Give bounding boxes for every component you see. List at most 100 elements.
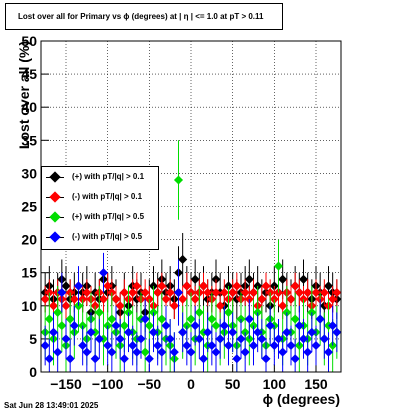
data-point-series-3 <box>253 327 263 337</box>
data-point-series-3 <box>173 288 184 298</box>
y-tick-label: 0 <box>29 364 37 380</box>
data-point-series-1 <box>161 294 171 304</box>
data-point-series-3 <box>136 334 146 344</box>
legend-label: (-) with pT/|q| > 0.5 <box>72 232 143 241</box>
legend-label: (+) with pT/|q| > 0.5 <box>72 212 145 221</box>
data-point-series-3 <box>240 347 250 357</box>
legend-label: (-) with pT/|q| > 0.1 <box>72 192 143 201</box>
x-axis-label: ϕ (degrees) <box>262 391 340 407</box>
data-point-series-2 <box>173 175 184 185</box>
x-tick-label: 100 <box>263 376 287 392</box>
data-point-series-0 <box>190 274 200 284</box>
data-point-series-1 <box>198 281 209 291</box>
y-axis-label: Lost over all (%) <box>16 40 32 150</box>
data-point-series-1 <box>98 294 109 304</box>
data-point-series-3 <box>248 340 259 351</box>
legend-entry-minus-05: (-) with pT/|q| > 0.5 <box>42 228 158 248</box>
data-point-series-2 <box>140 347 150 357</box>
data-point-series-1 <box>69 294 79 304</box>
data-point-series-2 <box>211 321 221 331</box>
y-tick-label: 15 <box>21 265 37 281</box>
y-tick-label: 50 <box>21 33 37 49</box>
data-point-series-1 <box>48 301 59 311</box>
data-point-series-1 <box>232 281 242 291</box>
data-point-series-3 <box>178 327 188 337</box>
y-tick-label: 25 <box>21 199 37 215</box>
data-point-series-3 <box>198 354 209 364</box>
data-point-series-3 <box>140 314 150 324</box>
data-point-series-3 <box>119 354 129 364</box>
timestamp: Sat Jun 28 13:49:01 2025 <box>4 401 99 410</box>
data-point-series-1 <box>61 301 71 311</box>
data-point-series-3 <box>144 354 154 364</box>
data-point-series-1 <box>132 281 142 291</box>
data-point-series-3 <box>82 347 92 357</box>
x-tick-label: 0 <box>187 376 195 392</box>
data-point-series-3 <box>223 340 234 351</box>
data-point-series-1 <box>165 288 175 298</box>
data-point-series-1 <box>40 294 50 304</box>
data-point-series-1 <box>182 281 192 291</box>
legend-label: (+) with pT/|q| > 0.1 <box>72 172 145 181</box>
data-point-series-3 <box>103 340 113 351</box>
data-point-series-3 <box>148 327 159 337</box>
data-point-series-3 <box>219 321 229 331</box>
data-point-series-3 <box>186 347 196 357</box>
data-point-series-3 <box>107 347 117 357</box>
data-point-series-1 <box>203 288 213 298</box>
plot-title-box: Lost over all for Primary vs ϕ (degrees)… <box>5 3 283 30</box>
legend-entry-minus-01: (-) with pT/|q| > 0.1 <box>42 188 158 208</box>
data-point-series-1 <box>153 288 163 298</box>
data-point-series-2 <box>157 314 167 324</box>
data-point-series-2 <box>94 307 104 317</box>
data-point-series-3 <box>244 314 254 324</box>
legend-marker-green <box>49 211 61 223</box>
legend-marker-blue <box>49 231 61 243</box>
data-point-series-1 <box>140 288 150 298</box>
data-point-series-1 <box>119 288 129 298</box>
x-tick-label: 150 <box>304 376 328 392</box>
data-point-series-3 <box>207 340 217 351</box>
data-point-series-2 <box>223 307 234 317</box>
data-point-series-1 <box>248 288 259 298</box>
data-point-series-3 <box>190 321 200 331</box>
data-point-series-3 <box>182 340 192 351</box>
data-point-series-3 <box>169 347 179 357</box>
y-tick-label: 45 <box>21 66 37 82</box>
data-point-series-3 <box>94 334 104 344</box>
data-point-series-3 <box>228 327 238 337</box>
data-point-series-3 <box>203 327 213 337</box>
y-tick-label: 10 <box>21 298 37 314</box>
x-tick-label: −150 <box>50 376 82 392</box>
data-point-series-2 <box>194 307 204 317</box>
y-tick-label: 35 <box>21 132 37 148</box>
data-point-series-1 <box>240 288 250 298</box>
plot-title: Lost over all for Primary vs ϕ (degrees)… <box>18 12 264 21</box>
data-point-series-3 <box>40 340 50 351</box>
data-point-series-3 <box>211 347 221 357</box>
data-point-series-1 <box>111 294 121 304</box>
data-point-series-3 <box>69 321 79 331</box>
data-point-series-1 <box>128 288 138 298</box>
y-tick-label: 30 <box>21 165 37 181</box>
legend-entry-plus-01: (+) with pT/|q| > 0.1 <box>42 168 158 188</box>
data-point-series-2 <box>207 314 217 324</box>
data-point-series-3 <box>161 321 171 331</box>
data-point-series-1 <box>169 301 179 311</box>
data-point-series-1 <box>82 288 92 298</box>
data-point-series-1 <box>115 301 125 311</box>
data-point-series-2 <box>107 314 117 324</box>
data-point-series-0 <box>244 274 254 284</box>
y-tick-label: 20 <box>21 232 37 248</box>
legend-marker-black <box>49 171 61 183</box>
legend: (+) with pT/|q| > 0.1 (-) with pT/|q| > … <box>41 166 159 250</box>
data-point-series-3 <box>132 347 142 357</box>
data-point-series-3 <box>115 334 125 344</box>
data-point-series-3 <box>236 334 246 344</box>
data-point-series-1 <box>211 288 221 298</box>
legend-entry-plus-05: (+) with pT/|q| > 0.5 <box>42 208 158 228</box>
data-point-series-1 <box>228 288 238 298</box>
data-point-series-3 <box>78 340 88 351</box>
x-tick-label: 50 <box>225 376 241 392</box>
